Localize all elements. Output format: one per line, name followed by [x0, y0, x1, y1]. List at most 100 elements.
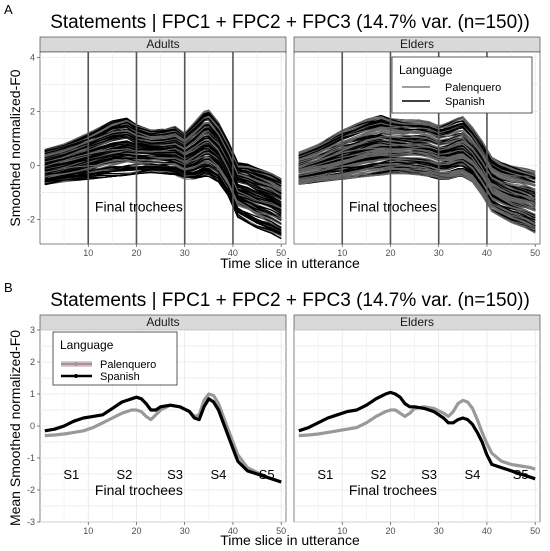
- panel-b-letter: B: [4, 280, 13, 295]
- curve-spanish: [298, 135, 536, 198]
- x-tick-label: 20: [131, 526, 141, 536]
- panel-b-plot: Adults 10 20 30 40 50 -3 -2 -1 0 1 2 3 S1 S2 S3 S4 S5 Fina…: [27, 314, 541, 536]
- curve-palenquero: [298, 171, 536, 231]
- curve-spanish: [44, 135, 282, 203]
- legend-key-point-spanish: [74, 374, 78, 378]
- curve-palenquero: [298, 158, 536, 218]
- x-tick-label: 30: [180, 248, 190, 258]
- curve-palenquero: [44, 121, 282, 191]
- curve-spanish: [298, 158, 536, 216]
- x-tick-label: 50: [276, 248, 286, 258]
- panel-a-letter: A: [4, 2, 13, 17]
- x-tick-label: 10: [337, 526, 347, 536]
- curve-spanish: [44, 145, 282, 212]
- x-tick-label: 20: [385, 248, 395, 258]
- legend-key-point-palenquero: [74, 362, 78, 366]
- curve-palenquero: [298, 164, 536, 225]
- panel-b-title: Statements | FPC1 + FPC2 + FPC3 (14.7% v…: [50, 290, 530, 311]
- final-trochees-label: Final trochees: [349, 199, 437, 215]
- x-tick-label: 30: [180, 526, 190, 536]
- facet-label-adults: Adults: [146, 315, 179, 329]
- syllable-label-s5: S5: [259, 467, 275, 482]
- legend-box: [391, 56, 533, 114]
- x-tick-label: 40: [228, 248, 238, 258]
- legend-label-palenquero: Palenquero: [100, 359, 156, 371]
- syllable-label-s2: S2: [116, 467, 132, 482]
- curve-palenquero: [298, 151, 536, 211]
- curve-spanish: [44, 136, 282, 205]
- curve-palenquero: [44, 116, 282, 180]
- x-tick-label: 50: [276, 526, 286, 536]
- curve-spanish: [44, 164, 282, 231]
- curve-palenquero: [298, 136, 536, 192]
- panel-a-title: Statements | FPC1 + FPC2 + FPC3 (14.7% v…: [50, 12, 530, 33]
- curve-palenquero: [44, 139, 282, 209]
- facet-label-adults: Adults: [146, 37, 179, 51]
- curve-palenquero: [298, 130, 536, 187]
- panel-b-xlabel: Time slice in utterance: [220, 532, 360, 548]
- y-tick-label: 2: [30, 357, 35, 367]
- curve-spanish: [44, 127, 282, 200]
- curve-palenquero: [44, 126, 282, 196]
- syllable-label-s5: S5: [513, 467, 529, 482]
- series-line-spanish: [44, 395, 282, 484]
- curve-palenquero: [298, 167, 536, 228]
- x-tick-label: 40: [482, 526, 492, 536]
- x-tick-label: 40: [482, 248, 492, 258]
- y-tick-label: 0: [30, 161, 35, 171]
- y-tick-label: -3: [27, 517, 35, 527]
- syllable-label-s1: S1: [63, 467, 79, 482]
- curve-spanish: [44, 153, 282, 221]
- y-tick-label: 0: [30, 421, 35, 431]
- panel-a-xlabel: Time slice in utterance: [220, 255, 360, 271]
- curve-spanish: [44, 140, 282, 207]
- facet-label-elders: Elders: [400, 37, 434, 51]
- y-tick-label: 1: [30, 389, 35, 399]
- syllable-label-s1: S1: [317, 467, 333, 482]
- curve-palenquero: [298, 150, 536, 208]
- legend-title: Language: [60, 338, 114, 352]
- curve-group-elders: [298, 114, 536, 234]
- x-tick-label: 20: [385, 526, 395, 536]
- curve-spanish: [44, 117, 282, 182]
- curve-palenquero: [298, 143, 536, 200]
- legend-label-spanish: Spanish: [100, 371, 140, 383]
- final-trochees-label: Final trochees: [95, 482, 183, 498]
- curve-palenquero: [298, 128, 536, 187]
- y-tick-label: 3: [30, 325, 35, 335]
- y-tick-label: 2: [30, 106, 35, 116]
- facet-label-elders: Elders: [400, 315, 434, 329]
- syllable-label-s4: S4: [211, 467, 227, 482]
- series-line-spanish: [298, 390, 536, 481]
- curve-palenquero: [44, 155, 282, 220]
- legend-title: Language: [399, 63, 453, 77]
- y-tick-label: -1: [27, 453, 35, 463]
- x-tick-label: 50: [530, 248, 540, 258]
- x-tick-label: 50: [530, 526, 540, 536]
- panel-a-ylabel: Smoothed normalized-F0: [7, 69, 23, 226]
- legend-label-spanish: Spanish: [445, 96, 485, 108]
- y-tick-label: -2: [27, 215, 35, 225]
- x-tick-label: 40: [228, 526, 238, 536]
- panel-a-plot: Adults 10 20 30 40 50 -2 0 2 4 Final trochees Elder…: [27, 36, 541, 258]
- final-trochees-label: Final trochees: [95, 199, 183, 215]
- final-trochees-label: Final trochees: [349, 482, 437, 498]
- x-tick-label: 10: [83, 248, 93, 258]
- syllable-label-s3: S3: [421, 467, 437, 482]
- x-tick-label: 10: [337, 248, 347, 258]
- curve-palenquero: [298, 116, 536, 177]
- curve-spanish: [44, 153, 282, 225]
- curve-palenquero: [298, 148, 536, 206]
- facet-adults: Adults 10 20 30 40 50 -2 0 2 4 Final trochees: [27, 36, 287, 258]
- y-tick-label: -2: [27, 485, 35, 495]
- curve-group-adults: [44, 109, 282, 240]
- x-tick-label: 30: [434, 248, 444, 258]
- syllable-label-s4: S4: [465, 467, 481, 482]
- x-tick-label: 10: [83, 526, 93, 536]
- curve-spanish: [298, 121, 536, 179]
- curve-spanish: [44, 166, 282, 232]
- x-tick-label: 30: [434, 526, 444, 536]
- curve-spanish: [44, 169, 282, 235]
